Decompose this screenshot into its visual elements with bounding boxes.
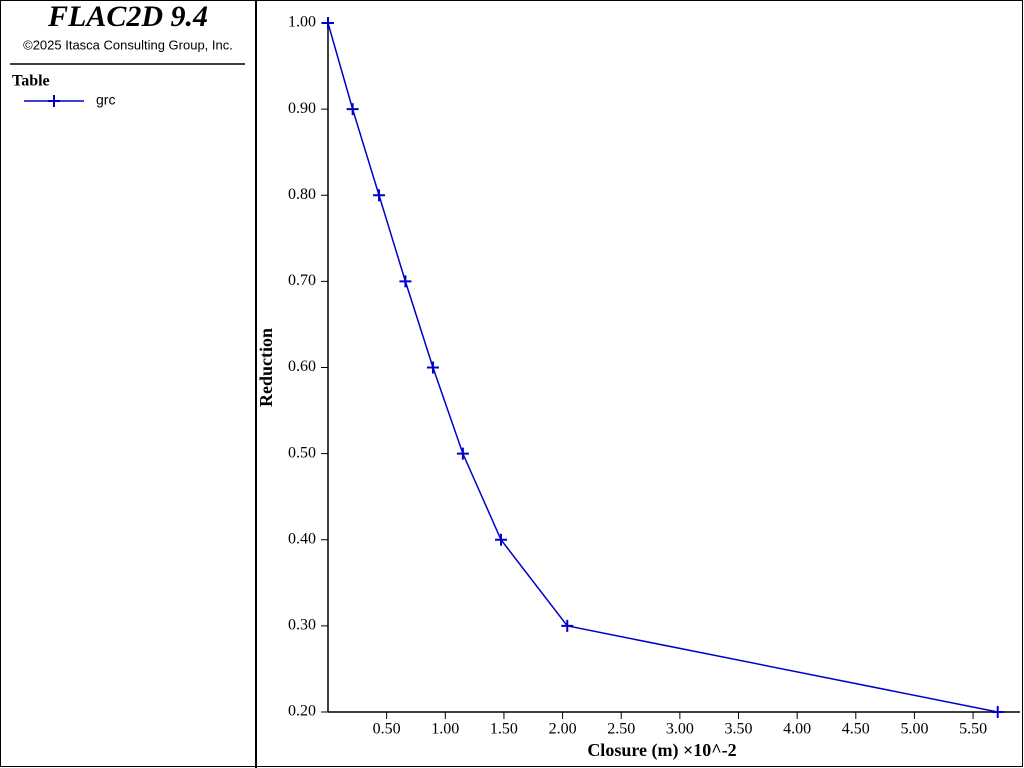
- y-tick-label: 0.20: [288, 703, 316, 720]
- legend-marker: [48, 95, 60, 107]
- y-tick-label: 0.30: [288, 617, 316, 634]
- y-tick-label: 0.90: [288, 100, 316, 117]
- x-tick-label: 5.00: [900, 721, 928, 738]
- data-point: [426, 361, 439, 374]
- data-point: [322, 17, 334, 29]
- x-tick-label: 2.00: [549, 721, 577, 738]
- y-tick-label: 0.70: [288, 272, 316, 289]
- x-axis-title: Closure (m) ×10^-2: [587, 740, 736, 761]
- app-title: FLAC2D 9.4: [47, 0, 208, 33]
- x-tick-label: 2.50: [607, 721, 635, 738]
- y-tick-label: 0.40: [288, 530, 316, 547]
- x-tick-label: 5.50: [959, 721, 987, 738]
- y-tick-label: 0.80: [288, 186, 316, 203]
- data-point: [456, 447, 469, 460]
- y-tick-label: 0.50: [288, 444, 316, 461]
- x-tick-label: 4.50: [842, 721, 870, 738]
- legend-label: grc: [96, 92, 115, 108]
- y-tick-label: 1.00: [288, 14, 316, 31]
- data-point: [399, 275, 412, 288]
- data-point: [495, 533, 507, 546]
- y-axis-title: Reduction: [256, 328, 276, 407]
- x-tick-label: 3.00: [666, 721, 694, 738]
- x-tick-label: 1.50: [490, 721, 518, 738]
- copyright: ©2025 Itasca Consulting Group, Inc.: [23, 37, 233, 52]
- data-point: [991, 706, 1004, 718]
- data-point: [561, 619, 574, 632]
- x-tick-label: 1.00: [431, 721, 459, 738]
- x-tick-label: 0.50: [373, 721, 401, 738]
- legend-title: Table: [12, 73, 50, 90]
- y-tick-label: 0.60: [288, 358, 316, 375]
- data-point: [373, 189, 386, 202]
- x-tick-label: 3.50: [725, 721, 753, 738]
- data-point: [346, 103, 359, 116]
- x-tick-label: 4.00: [783, 721, 811, 738]
